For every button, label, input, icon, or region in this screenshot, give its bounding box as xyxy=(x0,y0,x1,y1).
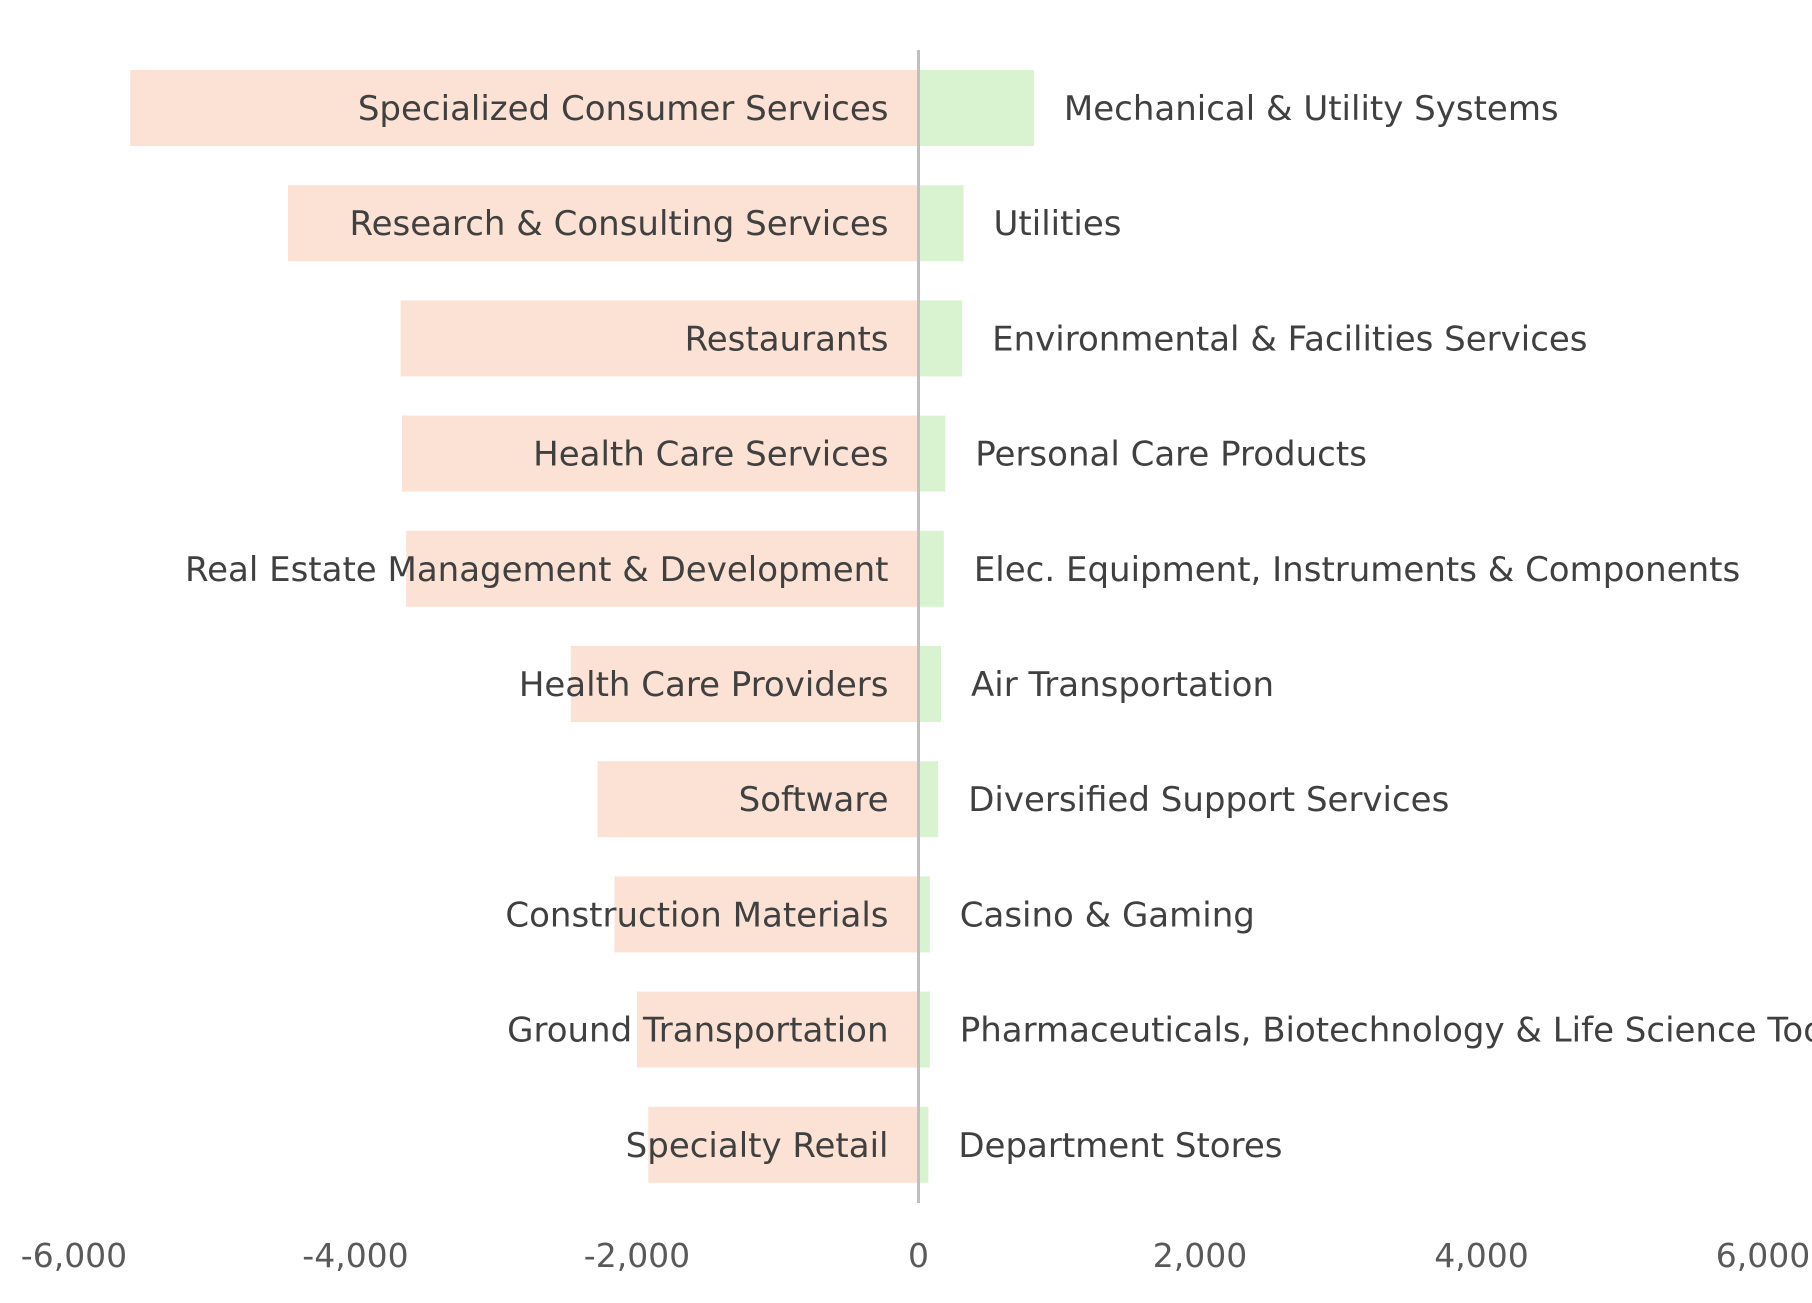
bar-negative xyxy=(401,415,919,492)
category-label-right: Environmental & Facilities Services xyxy=(992,319,1587,359)
x-tick-label: -4,000 xyxy=(302,1236,408,1275)
x-tick-label: -6,000 xyxy=(21,1236,127,1275)
category-label-left: Ground Transportation xyxy=(507,1011,888,1051)
x-tick-label: 4,000 xyxy=(1434,1236,1528,1275)
bar-negative xyxy=(648,1106,919,1183)
x-axis-tick-labels: -6,000 -4,000 -2,000 0 2,000 4,000 6,000 xyxy=(21,1236,1810,1275)
bar-positive xyxy=(918,415,946,492)
category-label-right: Personal Care Products xyxy=(975,435,1367,475)
category-labels: Specialized Consumer Services Research & … xyxy=(185,89,1812,1166)
x-tick-label: 0 xyxy=(908,1236,929,1275)
category-label-left: Specialty Retail xyxy=(626,1126,889,1166)
bar-negative xyxy=(597,761,919,838)
category-label-left: Health Care Providers xyxy=(519,665,889,705)
category-label-right: Pharmaceuticals, Biotechnology & Life Sc… xyxy=(960,1011,1812,1051)
bar-negative xyxy=(614,876,919,953)
bar-positive xyxy=(918,70,1034,146)
x-tick-label: -2,000 xyxy=(584,1236,690,1275)
bar-positive xyxy=(918,300,963,377)
bar-positive xyxy=(918,646,942,722)
bar-negative xyxy=(570,646,919,722)
bar-positive xyxy=(918,530,944,607)
bar-negative xyxy=(637,991,919,1068)
gainer-bars xyxy=(918,70,1034,1183)
category-label-right: Elec. Equipment, Instruments & Component… xyxy=(974,550,1740,590)
bar-positive xyxy=(918,876,930,953)
category-label-right: Casino & Gaming xyxy=(960,895,1255,935)
bar-negative xyxy=(406,530,919,607)
bar-positive xyxy=(918,1106,929,1183)
bar-negative xyxy=(130,70,919,146)
category-label-left: Health Care Services xyxy=(533,435,888,475)
category-label-right: Diversified Support Services xyxy=(968,780,1449,820)
x-tick-label: 2,000 xyxy=(1153,1236,1247,1275)
bar-negative xyxy=(287,185,919,262)
bar-negative xyxy=(400,300,919,377)
category-label-left: Restaurants xyxy=(685,319,889,359)
category-label-left: Software xyxy=(739,780,889,820)
category-label-left: Specialized Consumer Services xyxy=(358,89,889,129)
bar-positive xyxy=(918,761,939,838)
bar-positive xyxy=(918,185,964,262)
category-label-left: Construction Materials xyxy=(505,895,888,935)
bar-positive xyxy=(918,991,930,1068)
x-tick-label: 6,000 xyxy=(1716,1236,1810,1275)
category-label-left: Real Estate Management & Development xyxy=(185,550,889,590)
category-label-right: Air Transportation xyxy=(971,665,1274,705)
category-label-left: Research & Consulting Services xyxy=(350,204,889,244)
category-label-right: Department Stores xyxy=(958,1126,1282,1166)
decliner-bars xyxy=(130,70,919,1183)
category-label-right: Mechanical & Utility Systems xyxy=(1064,89,1559,129)
category-label-right: Utilities xyxy=(994,204,1122,244)
